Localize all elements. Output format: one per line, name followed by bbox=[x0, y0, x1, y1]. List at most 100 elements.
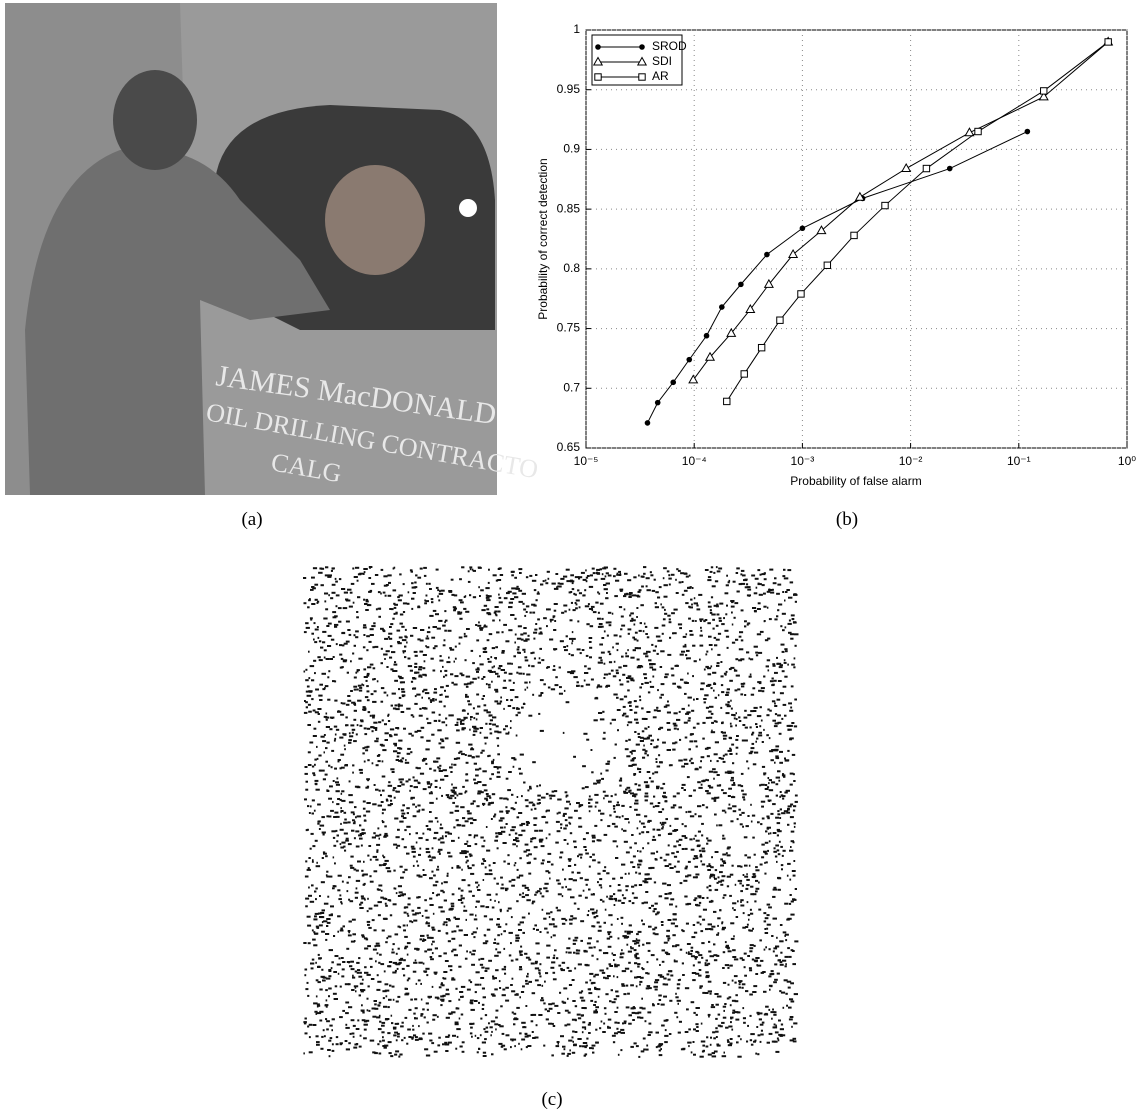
noise-dot bbox=[331, 1043, 334, 1046]
noise-dot bbox=[662, 821, 667, 824]
noise-dot bbox=[376, 754, 380, 757]
noise-dot bbox=[314, 915, 317, 918]
noise-dot bbox=[720, 706, 723, 709]
noise-dot bbox=[753, 1040, 756, 1043]
noise-dot bbox=[674, 741, 678, 744]
noise-dot bbox=[628, 961, 631, 964]
noise-dot bbox=[406, 807, 410, 810]
noise-dot bbox=[639, 699, 642, 702]
noise-dot bbox=[667, 700, 669, 703]
noise-dot bbox=[627, 721, 633, 724]
noise-dot bbox=[374, 1003, 377, 1006]
noise-dot bbox=[467, 867, 472, 870]
noise-dot bbox=[691, 587, 694, 589]
noise-dot bbox=[734, 883, 737, 886]
noise-dot bbox=[546, 608, 549, 611]
noise-dot bbox=[425, 825, 429, 827]
noise-dot bbox=[787, 728, 790, 731]
noise-dot bbox=[391, 608, 394, 611]
noise-dot bbox=[458, 792, 463, 795]
noise-dot bbox=[338, 578, 342, 581]
noise-dot bbox=[413, 779, 418, 782]
noise-dot bbox=[701, 847, 705, 850]
noise-dot bbox=[715, 624, 719, 627]
noise-dot bbox=[735, 638, 739, 641]
noise-dot bbox=[532, 900, 536, 903]
noise-dot bbox=[778, 779, 781, 782]
noise-dot bbox=[654, 626, 659, 629]
noise-dot bbox=[489, 918, 493, 921]
noise-dot bbox=[406, 912, 409, 915]
noise-dot bbox=[484, 1030, 489, 1033]
noise-dot bbox=[756, 1011, 760, 1014]
noise-dot bbox=[449, 766, 453, 769]
noise-dot bbox=[500, 1005, 503, 1008]
noise-dot bbox=[453, 609, 456, 612]
noise-dot bbox=[331, 717, 334, 719]
noise-dot bbox=[349, 864, 353, 867]
noise-dot bbox=[458, 751, 461, 754]
noise-dot bbox=[385, 904, 388, 907]
noise-dot bbox=[569, 579, 573, 582]
noise-dot bbox=[339, 1016, 343, 1019]
noise-dot bbox=[537, 794, 541, 797]
noise-dot bbox=[591, 840, 595, 843]
noise-dot bbox=[538, 657, 541, 660]
noise-dot bbox=[461, 868, 463, 871]
noise-dot bbox=[322, 833, 325, 836]
noise-dot bbox=[433, 691, 438, 694]
noise-dot bbox=[553, 648, 558, 651]
noise-dot bbox=[515, 934, 520, 937]
noise-dot bbox=[713, 636, 717, 639]
noise-dot bbox=[715, 1003, 719, 1006]
noise-dot bbox=[461, 566, 465, 569]
noise-dot bbox=[788, 702, 792, 705]
noise-dot bbox=[470, 718, 472, 721]
noise-dot bbox=[391, 692, 396, 695]
noise-dot bbox=[434, 947, 438, 950]
noise-dot bbox=[645, 1048, 649, 1051]
noise-dot bbox=[357, 1019, 360, 1022]
noise-dot bbox=[337, 760, 340, 763]
noise-dot bbox=[371, 582, 375, 585]
noise-dot bbox=[696, 921, 700, 924]
noise-dot bbox=[573, 1043, 577, 1046]
noise-dot bbox=[597, 881, 599, 884]
noise-dot bbox=[362, 646, 366, 649]
noise-dot bbox=[699, 923, 702, 926]
noise-dot bbox=[588, 608, 593, 610]
noise-dot bbox=[721, 731, 726, 734]
noise-dot bbox=[521, 884, 527, 887]
noise-dot bbox=[678, 1020, 682, 1023]
noise-dot bbox=[450, 902, 455, 905]
noise-dot bbox=[366, 674, 370, 677]
noise-dot bbox=[522, 672, 525, 675]
noise-dot bbox=[549, 877, 551, 880]
noise-dot bbox=[619, 588, 624, 591]
noise-dot bbox=[578, 592, 582, 595]
noise-dot bbox=[466, 859, 469, 862]
noise-dot bbox=[652, 835, 655, 838]
noise-dot bbox=[736, 818, 739, 821]
noise-dot bbox=[603, 952, 607, 955]
noise-dot bbox=[645, 972, 648, 975]
noise-dot bbox=[403, 929, 406, 932]
noise-dot bbox=[393, 606, 397, 609]
noise-dot bbox=[634, 976, 638, 979]
noise-dot bbox=[488, 873, 493, 876]
noise-dot bbox=[432, 884, 438, 887]
noise-dot bbox=[689, 838, 693, 841]
noise-dot bbox=[546, 625, 548, 628]
noise-dot bbox=[541, 908, 544, 911]
noise-dot bbox=[578, 825, 583, 828]
noise-dot bbox=[491, 647, 496, 650]
noise-dot bbox=[713, 682, 716, 685]
noise-dot bbox=[397, 895, 401, 897]
noise-dot bbox=[366, 604, 372, 607]
noise-dot bbox=[554, 684, 559, 687]
noise-dot bbox=[695, 1013, 698, 1016]
noise-dot bbox=[552, 918, 555, 921]
noise-dot bbox=[696, 904, 701, 907]
noise-dot bbox=[707, 869, 711, 871]
noise-dot bbox=[613, 575, 616, 578]
